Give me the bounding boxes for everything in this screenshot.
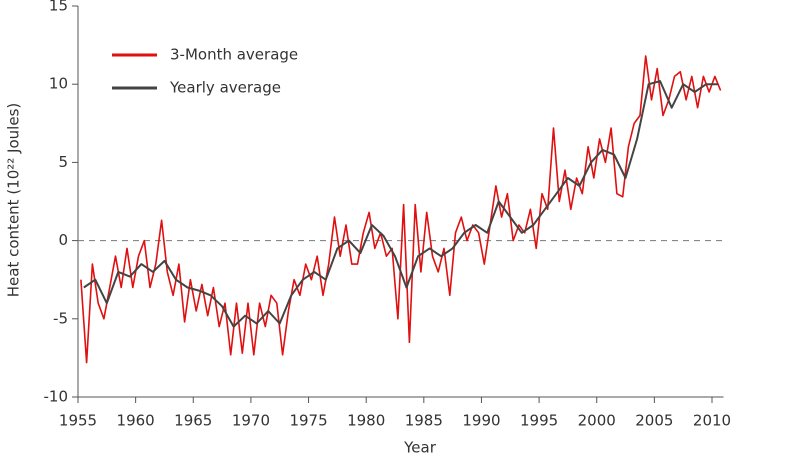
- x-tick-label: 1980: [347, 412, 385, 430]
- x-tick-label: 1975: [289, 412, 327, 430]
- y-tick-label: -10: [44, 388, 69, 406]
- series-line: [83, 80, 718, 328]
- legend-label: 3-Month average: [170, 46, 298, 64]
- y-tick-label: -5: [53, 309, 68, 327]
- x-tick-label: 1990: [462, 412, 500, 430]
- x-tick-label: 1965: [174, 412, 212, 430]
- x-tick-label: 1985: [405, 412, 443, 430]
- y-tick-label: 0: [58, 231, 68, 249]
- legend-label: Yearly average: [169, 79, 281, 97]
- x-tick-label: 1960: [117, 412, 155, 430]
- y-tick-label: 15: [49, 0, 68, 15]
- series-line: [80, 55, 722, 364]
- y-tick-label: 5: [58, 153, 68, 171]
- x-tick-label: 2010: [693, 412, 731, 430]
- x-tick-label: 1955: [59, 412, 97, 430]
- x-tick-label: 2005: [635, 412, 673, 430]
- x-axis-label: Year: [403, 439, 437, 457]
- x-tick-label: 2000: [578, 412, 616, 430]
- y-tick-label: 10: [49, 75, 68, 93]
- x-tick-label: 1970: [232, 412, 270, 430]
- y-axis-label: Heat content (10²² Joules): [5, 103, 23, 297]
- x-tick-label: 1995: [520, 412, 558, 430]
